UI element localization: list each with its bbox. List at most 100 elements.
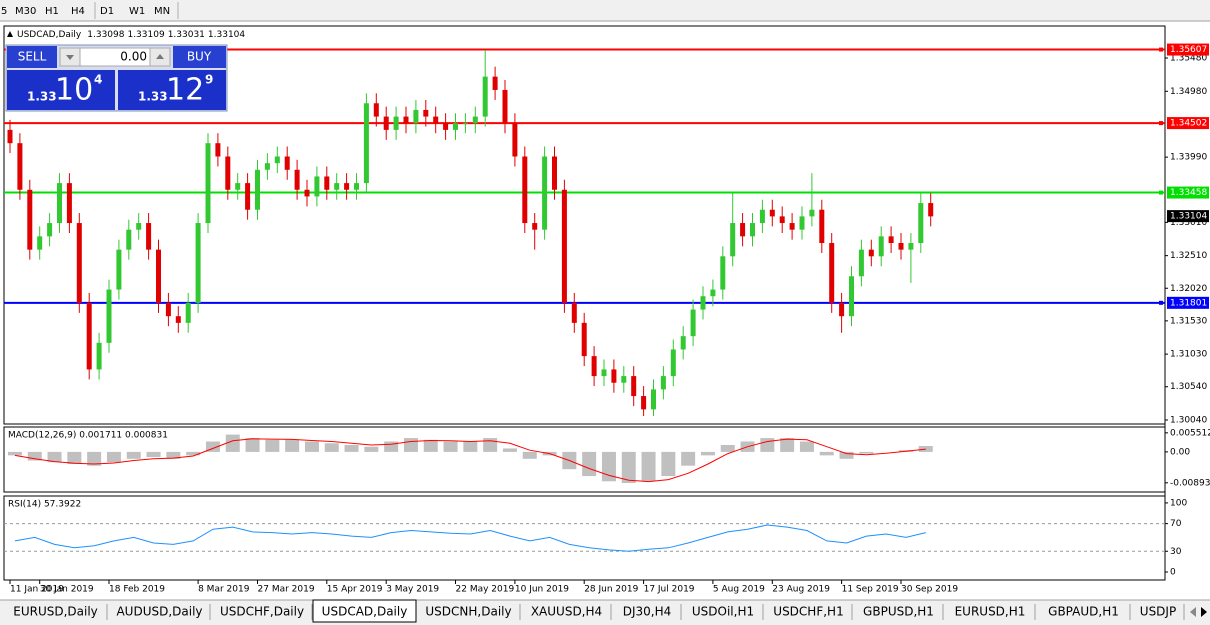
candle-body: [690, 309, 696, 337]
candle-body: [601, 369, 607, 377]
bid-main: 10: [55, 73, 93, 108]
macd-bar: [483, 438, 498, 452]
y-tick-label: 1.30540: [1170, 382, 1207, 392]
candle-body: [769, 209, 775, 217]
macd-bar: [67, 451, 82, 464]
tab-label[interactable]: EURUSD,Daily: [13, 605, 98, 619]
x-tick-label: 28 Jun 2019: [584, 585, 638, 595]
macd-bar: [502, 448, 517, 452]
candle-body: [512, 123, 518, 157]
candle-body: [651, 389, 656, 410]
y-tick-label: 30: [1170, 547, 1182, 557]
tab-label[interactable]: AUDUSD,Daily: [116, 605, 202, 619]
candle-body: [888, 236, 894, 244]
candle-body: [284, 156, 290, 170]
price-level-label: 1.31801: [1170, 298, 1207, 308]
candle-body: [195, 223, 201, 303]
candle-body: [453, 123, 458, 130]
ask-big: 1.33: [138, 90, 168, 104]
candle-body: [759, 209, 765, 224]
candle-body: [680, 336, 686, 350]
timeframe-button[interactable]: H4: [71, 6, 85, 17]
candle-body: [27, 189, 33, 250]
candle-body: [819, 209, 825, 244]
tab-label[interactable]: USDCNH,Daily: [425, 605, 511, 619]
lot-value: 0.00: [120, 50, 147, 64]
candle-body: [641, 396, 647, 410]
toolbar: [0, 0, 1210, 21]
sell-label[interactable]: SELL: [18, 50, 47, 64]
macd-bar: [423, 439, 438, 452]
panel-title: RSI(14) 57.3922: [8, 500, 81, 510]
candle-body: [165, 302, 171, 317]
timeframe-button[interactable]: MN: [154, 6, 170, 17]
candle-body: [611, 369, 617, 383]
y-tick-label: 1.31530: [1170, 316, 1207, 326]
bid-big: 1.33: [27, 90, 57, 104]
macd-bar: [681, 451, 696, 466]
candle-body: [928, 203, 934, 217]
y-tick-label: 1.32510: [1170, 251, 1207, 261]
tab-label[interactable]: GBPUSD,H1: [863, 605, 934, 619]
candle-body: [779, 216, 785, 224]
tab-active[interactable]: [312, 599, 417, 623]
candle-body: [789, 223, 795, 230]
tab-scroll-right[interactable]: [1201, 607, 1207, 617]
candle-body: [700, 296, 706, 310]
tab-label[interactable]: USDCHF,Daily: [220, 605, 304, 619]
tab-label[interactable]: USDCAD,Daily: [322, 605, 408, 619]
tab-label[interactable]: GBPAUD,H1: [1048, 605, 1119, 619]
quote-value: 1.33031: [168, 30, 205, 40]
quote-value: 1.33098: [87, 30, 124, 40]
tab-label[interactable]: USDCHF,H1: [773, 605, 843, 619]
candle-body: [552, 156, 557, 190]
y-tick-label: 1.32020: [1170, 284, 1207, 294]
candle-body: [304, 189, 310, 197]
candle-body: [591, 356, 597, 377]
tab-label[interactable]: XAUUSD,H4: [531, 605, 602, 619]
candle-body: [17, 143, 23, 190]
candle-body: [750, 223, 755, 237]
candle-body: [799, 216, 805, 230]
x-tick-label: 22 May 2019: [456, 585, 515, 595]
lot-down-arrow: [66, 55, 74, 60]
buy-button[interactable]: [173, 46, 226, 68]
macd-bar: [463, 441, 478, 452]
candle-body: [829, 243, 835, 303]
timeframe-button[interactable]: H1: [45, 6, 59, 17]
tab-scroll-left[interactable]: [1190, 607, 1196, 617]
x-tick-label: 5 Aug 2019: [713, 585, 765, 595]
timeframe-button[interactable]: 5: [1, 6, 7, 17]
ask-sup: 9: [205, 73, 213, 87]
y-tick-label: 1.31030: [1170, 350, 1207, 360]
candle-body: [492, 76, 498, 90]
candle-body: [264, 163, 270, 170]
tab-label[interactable]: DJ30,H4: [623, 605, 672, 619]
candle-body: [443, 123, 449, 130]
price-level-handle: [1159, 121, 1163, 126]
y-tick-label: -0.008938: [1170, 478, 1210, 488]
buy-label[interactable]: BUY: [187, 50, 212, 64]
y-tick-label: 100: [1170, 498, 1187, 508]
sell-button[interactable]: [7, 46, 57, 68]
macd-bar: [760, 438, 775, 452]
candle-body: [581, 322, 587, 357]
tab-label[interactable]: EURUSD,H1: [955, 605, 1026, 619]
candle-body: [205, 143, 211, 224]
macd-bar: [285, 439, 300, 452]
timeframe-button[interactable]: M30: [15, 6, 36, 17]
bid-sup: 4: [94, 73, 102, 87]
tab-label[interactable]: USDJP: [1140, 605, 1176, 619]
macd-bar: [799, 441, 814, 452]
x-tick-label: 30 Sep 2019: [901, 585, 958, 595]
indicator-line: [14, 524, 926, 552]
timeframe-button[interactable]: D1: [100, 6, 114, 17]
tab-label[interactable]: USDOil,H1: [692, 605, 754, 619]
quote-value: 1.33104: [208, 30, 245, 40]
candle-body: [373, 103, 379, 117]
timeframe-button[interactable]: W1: [129, 6, 145, 17]
ask-box[interactable]: [118, 70, 226, 110]
bid-box[interactable]: [7, 70, 115, 110]
